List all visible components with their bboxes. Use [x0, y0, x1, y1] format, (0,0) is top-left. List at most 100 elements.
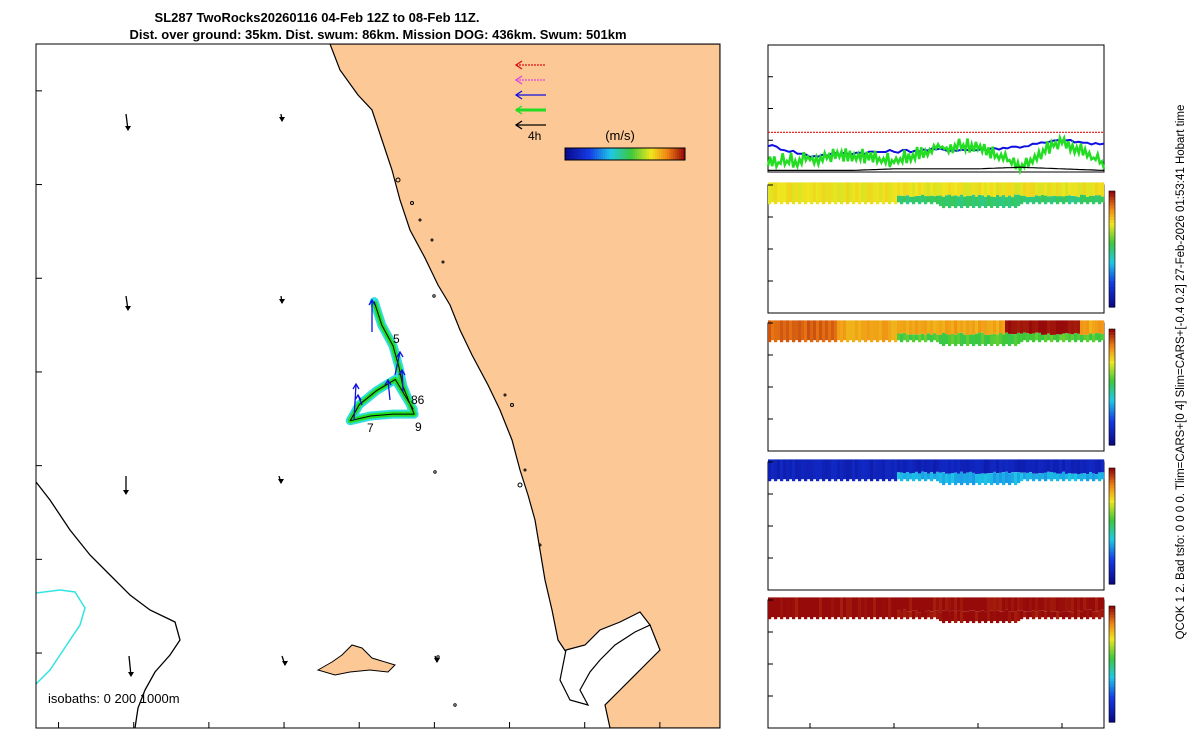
heatmap-cell	[1065, 611, 1069, 618]
heatmap-cell	[1065, 597, 1069, 612]
heatmap-cell	[819, 459, 823, 480]
heatmap-cell	[846, 597, 850, 620]
colorbar-segment	[565, 148, 568, 160]
heatmap-cell	[903, 196, 907, 203]
colorbar-segment	[1109, 295, 1115, 299]
current-arrow-head	[398, 368, 406, 376]
colorbar-segment	[1109, 349, 1115, 353]
heatmap-cell	[807, 182, 811, 203]
heatmap-cell	[927, 459, 931, 474]
colorbar-segment	[1109, 661, 1115, 665]
heatmap-cell	[819, 182, 823, 203]
heatmap-cell	[810, 182, 814, 205]
heatmap-cell	[849, 320, 853, 341]
current-arrow-head	[368, 298, 376, 306]
heatmap-cell	[1056, 196, 1060, 205]
heatmap-cell	[984, 473, 988, 485]
heatmap-cell	[1065, 182, 1069, 196]
colorbar-segment	[1109, 395, 1115, 400]
heatmap-cell	[942, 472, 946, 486]
heatmap-cell	[993, 320, 997, 334]
heatmap-cell	[948, 335, 952, 346]
heatmap-cell	[1017, 194, 1021, 207]
heatmap-cell	[846, 320, 850, 343]
heatmap-cell	[978, 611, 982, 624]
colorbar-segment	[1109, 684, 1115, 688]
heatmap-cell	[936, 195, 940, 205]
heatmap-cell	[1005, 197, 1009, 207]
heatmap-cell	[1074, 320, 1078, 334]
heatmap-cell	[789, 320, 793, 341]
colorbar-segment	[575, 148, 578, 160]
colorbar-segment	[625, 148, 628, 160]
heatmap-cell	[873, 597, 877, 618]
heatmap-cell	[1098, 597, 1102, 611]
colorbar-segment	[1109, 392, 1115, 397]
heatmap-cell	[867, 597, 871, 618]
heatmap-cell	[927, 196, 931, 203]
colorbar-segment	[683, 148, 686, 160]
heatmap-cell	[1092, 459, 1096, 474]
heatmap-cell	[900, 195, 904, 205]
geostrophic-arrows	[123, 113, 440, 677]
colorbar-segment	[585, 148, 588, 160]
colorbar-segment	[1109, 234, 1115, 238]
heatmap-cell	[891, 320, 895, 341]
colorbar-frame	[1108, 190, 1116, 308]
heatmap-cell	[1026, 182, 1030, 197]
heatmap-cell	[1017, 182, 1021, 195]
heatmap-cell	[978, 182, 982, 195]
heatmap-axes	[767, 322, 1105, 452]
heatmap-cell	[1056, 611, 1060, 620]
heatmap-cell	[1083, 320, 1087, 335]
current-arrow	[353, 383, 357, 421]
heatmap-cell	[834, 597, 838, 620]
heatmap-cell	[819, 320, 823, 341]
colorbar-segment	[1109, 704, 1115, 709]
colorbar-segment	[671, 148, 674, 160]
heatmap-cell	[1029, 320, 1033, 334]
heatmap-cell	[975, 333, 979, 345]
heatmap-cell	[1083, 334, 1087, 341]
heatmap-cell	[999, 320, 1003, 333]
heatmap-cell	[1053, 611, 1057, 618]
heatmap-cell	[1002, 195, 1006, 208]
heatmap-cell	[921, 334, 925, 341]
heatmap-cell	[936, 182, 940, 196]
heatmap-cell	[942, 182, 946, 197]
heatmap-cell	[1098, 182, 1102, 196]
colorbar-frame	[1108, 467, 1116, 585]
colorbar-segment	[1109, 687, 1115, 691]
colorbar-segment	[1109, 468, 1115, 472]
heatmap-cell	[828, 320, 832, 343]
heatmap-cell	[798, 320, 802, 343]
heatmap-cell	[948, 597, 952, 612]
heatmap-cell	[921, 182, 925, 195]
colorbar-segment	[1109, 637, 1115, 642]
heatmap-cell	[912, 597, 916, 611]
heatmap-cell	[876, 459, 880, 482]
heatmap-cell	[966, 195, 970, 208]
heatmap-cell	[951, 459, 955, 473]
heatmap-cell	[1008, 182, 1012, 196]
heatmap-cell	[807, 320, 811, 341]
colorbar-segment	[657, 148, 660, 160]
heatmap-cell	[987, 335, 991, 345]
colorbar-segment	[659, 148, 662, 160]
heatmap-cell	[831, 597, 835, 618]
heatmap-cell	[975, 459, 979, 475]
heatmap-cell	[942, 597, 946, 611]
heatmap-cell	[1050, 611, 1054, 620]
heatmap-cell	[1092, 334, 1096, 343]
colorbar-segment	[1109, 418, 1115, 423]
track-path	[349, 301, 415, 422]
heatmap-cell	[1056, 459, 1060, 474]
heatmap-cell	[966, 611, 970, 623]
colorbar-segment	[1109, 430, 1115, 434]
heatmap-cell	[813, 597, 817, 618]
heatmap-cell	[921, 320, 925, 334]
heatmap-cell	[1086, 474, 1090, 482]
colorbar-segment	[1109, 549, 1115, 553]
colorbar-segment	[1109, 246, 1115, 250]
heatmap-cell	[876, 320, 880, 343]
